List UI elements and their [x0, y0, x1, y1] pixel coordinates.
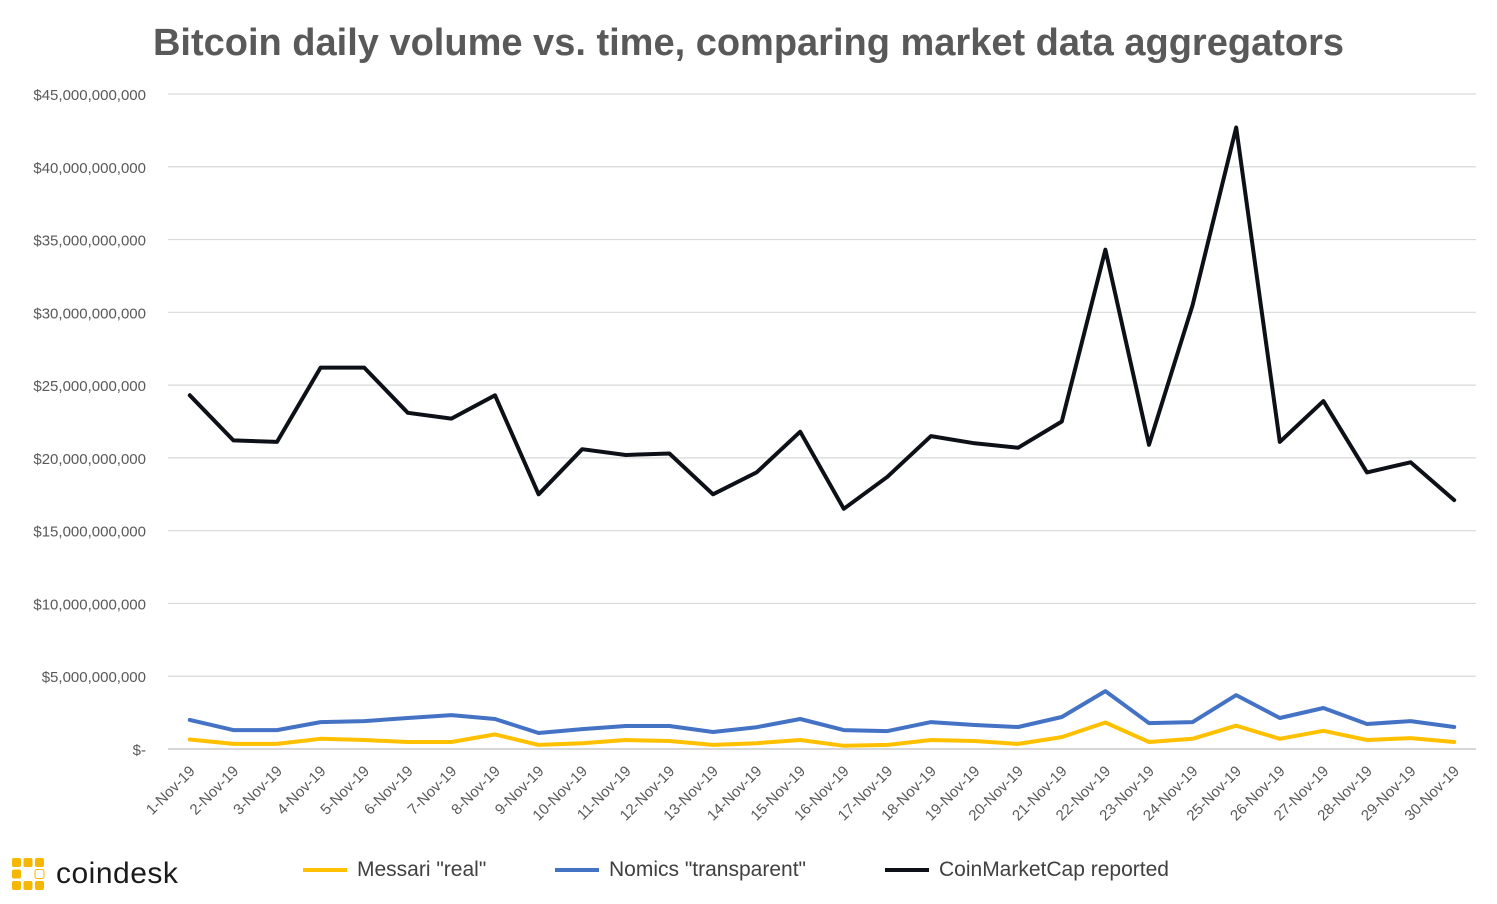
y-tick-label: $35,000,000,000 [33, 233, 146, 250]
y-tick-label: $- [133, 742, 146, 759]
chart-title: Bitcoin daily volume vs. time, comparing… [152, 22, 1344, 64]
y-tick-label: $10,000,000,000 [33, 596, 146, 613]
y-tick-label: $25,000,000,000 [33, 378, 146, 395]
legend-swatch-messari [303, 868, 347, 872]
y-tick-label: $20,000,000,000 [33, 451, 146, 468]
y-tick-label: $30,000,000,000 [33, 305, 146, 322]
series-line-coinmarketcap [187, 125, 1457, 511]
legend-label-messari: Messari "real" [357, 858, 487, 881]
y-tick-label: $5,000,000,000 [42, 669, 146, 686]
coindesk-logo: coindesk [10, 856, 178, 892]
legend-item-nomics: Nomics "transparent" [555, 857, 806, 883]
coindesk-mark-icon [12, 858, 45, 890]
legend-label-coinmarketcap: CoinMarketCap reported [939, 858, 1169, 881]
legend-item-coinmarketcap: CoinMarketCap reported [885, 857, 1169, 883]
y-tick-label: $45,000,000,000 [33, 87, 146, 104]
series-line-nomics [187, 689, 1457, 735]
legend-label-nomics: Nomics "transparent" [609, 858, 806, 881]
legend-item-messari: Messari "real" [303, 857, 486, 883]
legend-swatch-nomics [555, 868, 599, 872]
y-tick-label: $15,000,000,000 [33, 524, 146, 541]
series-line-messari [187, 720, 1457, 748]
legend-swatch-coinmarketcap [885, 868, 929, 872]
y-tick-label: $40,000,000,000 [33, 160, 146, 177]
coindesk-wordmark: coindesk [56, 857, 179, 890]
